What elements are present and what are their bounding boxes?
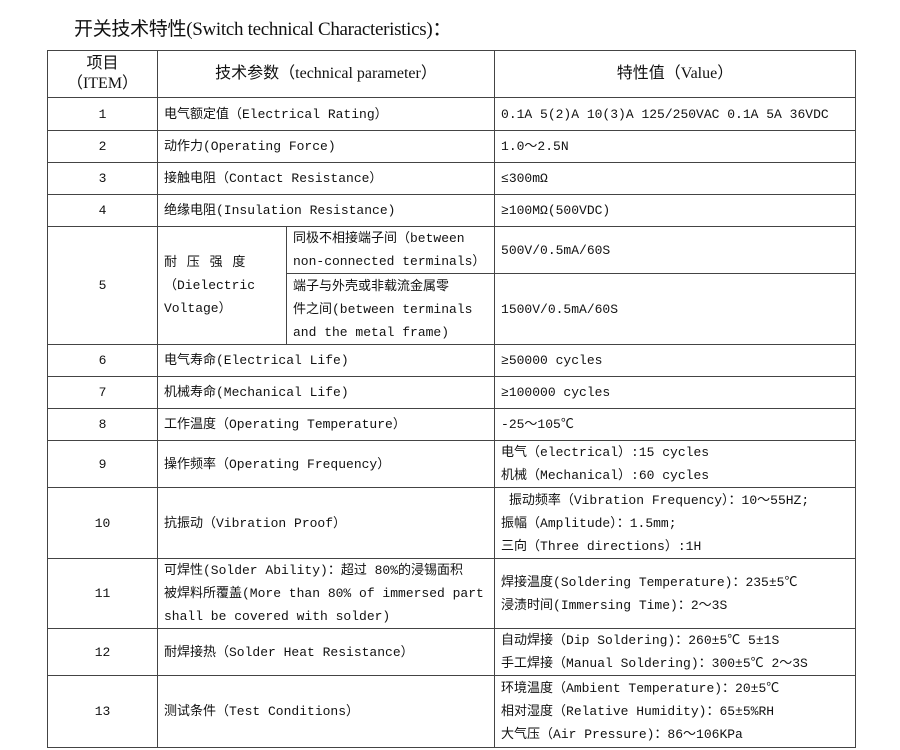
row-param: 可焊性(Solder Ability)：超过 80%的浸锡面积被焊料所覆盖(Mo… [156, 558, 496, 629]
row-param: 电气额定值（Electrical Rating） [156, 97, 496, 131]
param-line: 同极不相接端子间（between [293, 231, 465, 246]
value-line: 相对湿度（Relative Humidity)：65±5%RH [501, 704, 775, 719]
sub-value: 1500V/0.5mA/60S [494, 273, 857, 345]
row-value: 0.1A 5(2)A 10(3)A 125/250VAC 0.1A 5A 36V… [494, 97, 857, 131]
param-line: 件之间(between terminals [293, 301, 473, 317]
value-line: 机械（Mechanical）:60 cycles [501, 468, 710, 483]
sub-param: 同极不相接端子间（between non-connected terminals） [285, 226, 496, 274]
header-item-en: （ITEM） [66, 75, 139, 92]
row-no: 10 [47, 487, 158, 559]
value-line: 振幅（Amplitude）：1.5mm; [501, 515, 677, 531]
header-value: 特性值（Value） [494, 50, 857, 98]
row-no: 13 [47, 675, 158, 748]
param-line: 端子与外壳或非载流金属零 [293, 278, 450, 294]
header-item: 项目 （ITEM） [47, 50, 158, 98]
value-line: 振动频率（Vibration Frequency）：10～55HZ; [501, 492, 810, 508]
sub-value: 500V/0.5mA/60S [494, 226, 857, 274]
row-value: ≤300mΩ [494, 162, 857, 195]
param-line: 可焊性(Solder Ability)：超过 80%的浸锡面积 [164, 563, 464, 578]
table-row: 4 绝缘电阻(Insulation Resistance) ≥100MΩ(500VD… [47, 194, 857, 227]
row-value: 1.0～2.5N [494, 130, 857, 163]
page-title: 开关技术特性(Switch technical Characteristics)… [74, 19, 452, 40]
row-param: 接触电阻（Contact Resistance） [156, 162, 496, 195]
table-row: 3 接触电阻（Contact Resistance） ≤300mΩ [47, 162, 857, 195]
value-line: 电气（electrical）:15 cycles [501, 445, 710, 460]
value-line: 手工焊接（Manual Soldering)：300±5℃ 2～3S [501, 656, 808, 671]
row-value: 环境温度（Ambient Temperature)：20±5℃ 相对湿度（Rela… [494, 675, 857, 748]
characteristics-table: 项目 （ITEM） 技术参数（technical parameter） 特性值（V… [47, 50, 857, 748]
row-no: 1 [47, 97, 158, 131]
table-row: 13 测试条件（Test Conditions） 环境温度（Ambient Tem… [47, 675, 857, 748]
row-value: 自动焊接（Dip Soldering)：260±5℃ 5±1S 手工焊接（Manu… [494, 628, 857, 676]
row-value: ≥50000 cycles [494, 344, 857, 377]
row-param: 动作力(Operating Force) [156, 130, 496, 163]
param-line: 被焊料所覆盖(More than 80% of immersed part [164, 586, 484, 601]
row-param: 工作温度（Operating Temperature） [156, 408, 496, 441]
row-no: 3 [47, 162, 158, 195]
row-no: 8 [47, 408, 158, 441]
row-param: 测试条件（Test Conditions） [156, 675, 496, 748]
row-value: -25～105℃ [494, 408, 857, 441]
value-line: 环境温度（Ambient Temperature)：20±5℃ [501, 681, 780, 696]
row-value: ≥100000 cycles [494, 376, 857, 409]
table-row: 8 工作温度（Operating Temperature） -25～105℃ [47, 408, 857, 441]
table-header: 项目 （ITEM） 技术参数（technical parameter） 特性值（V… [47, 50, 857, 98]
value-line: 三向（Three directions）:1H [501, 538, 702, 554]
row-no: 11 [47, 558, 158, 629]
row-param: 电气寿命(Electrical Life) [156, 344, 496, 377]
row-no: 6 [47, 344, 158, 377]
row-param: 绝缘电阻(Insulation Resistance) [156, 194, 496, 227]
table-row: 10 抗振动（Vibration Proof） 振动频率（Vibration Fr… [47, 487, 857, 559]
table-row: 1 电气额定值（Electrical Rating） 0.1A 5(2)A 10(3… [47, 97, 857, 131]
param-line: non-connected terminals） [293, 254, 486, 269]
row-no: 5 [47, 226, 158, 345]
row-param: 抗振动（Vibration Proof） [156, 487, 496, 559]
row-value: 焊接温度(Soldering Temperature)：235±5℃ 浸渍时间(I… [494, 558, 857, 629]
table-row: 7 机械寿命(Mechanical Life) ≥100000 cycles [47, 376, 857, 409]
table-row: 5 耐 压 强 度 （Dielectric Voltage） 同极不相接端子间（be… [47, 226, 857, 345]
row-value: 振动频率（Vibration Frequency）：10～55HZ; 振幅（Amp… [494, 487, 857, 559]
row-no: 9 [47, 440, 158, 488]
row-param: 机械寿命(Mechanical Life) [156, 376, 496, 409]
table-row: 2 动作力(Operating Force) 1.0～2.5N [47, 130, 857, 163]
row-no: 7 [47, 376, 158, 409]
value-line: 浸渍时间(Immersing Time)：2～3S [501, 597, 728, 613]
value-line: 焊接温度(Soldering Temperature)：235±5℃ [501, 574, 798, 590]
row-value: ≥100MΩ(500VDC) [494, 194, 857, 227]
row-no: 4 [47, 194, 158, 227]
table-row: 9 操作频率（Operating Frequency） 电气（electrical… [47, 440, 857, 488]
header-item-cn: 项目 [86, 55, 119, 72]
sub-param: 端子与外壳或非载流金属零件之间(between terminals and the… [285, 273, 496, 345]
row-no: 12 [47, 628, 158, 676]
row-value: 电气（electrical）:15 cycles 机械（Mechanical）:6… [494, 440, 857, 488]
row-param: 耐 压 强 度 （Dielectric Voltage） [157, 226, 287, 345]
param-line: 耐 压 强 度 [164, 255, 247, 270]
row-param: 操作频率（Operating Frequency） [156, 440, 496, 488]
header-parameter: 技术参数（technical parameter） [156, 50, 496, 98]
table-row: 6 电气寿命(Electrical Life) ≥50000 cycles [47, 344, 857, 377]
table-row: 12 耐焊接热（Solder Heat Resistance） 自动焊接（Dip … [47, 628, 857, 676]
row-param: 耐焊接热（Solder Heat Resistance） [156, 628, 496, 676]
param-line: Voltage） [164, 301, 232, 316]
value-line: 自动焊接（Dip Soldering)：260±5℃ 5±1S [501, 633, 780, 648]
table-row: 11 可焊性(Solder Ability)：超过 80%的浸锡面积被焊料所覆盖… [47, 558, 857, 629]
param-line: and the metal frame) [293, 324, 450, 340]
param-line: （Dielectric [164, 278, 256, 293]
value-line: 大气压（Air Pressure)：86～106KPa [501, 727, 743, 742]
param-line: shall be covered with solder) [164, 609, 391, 624]
row-no: 2 [47, 130, 158, 163]
